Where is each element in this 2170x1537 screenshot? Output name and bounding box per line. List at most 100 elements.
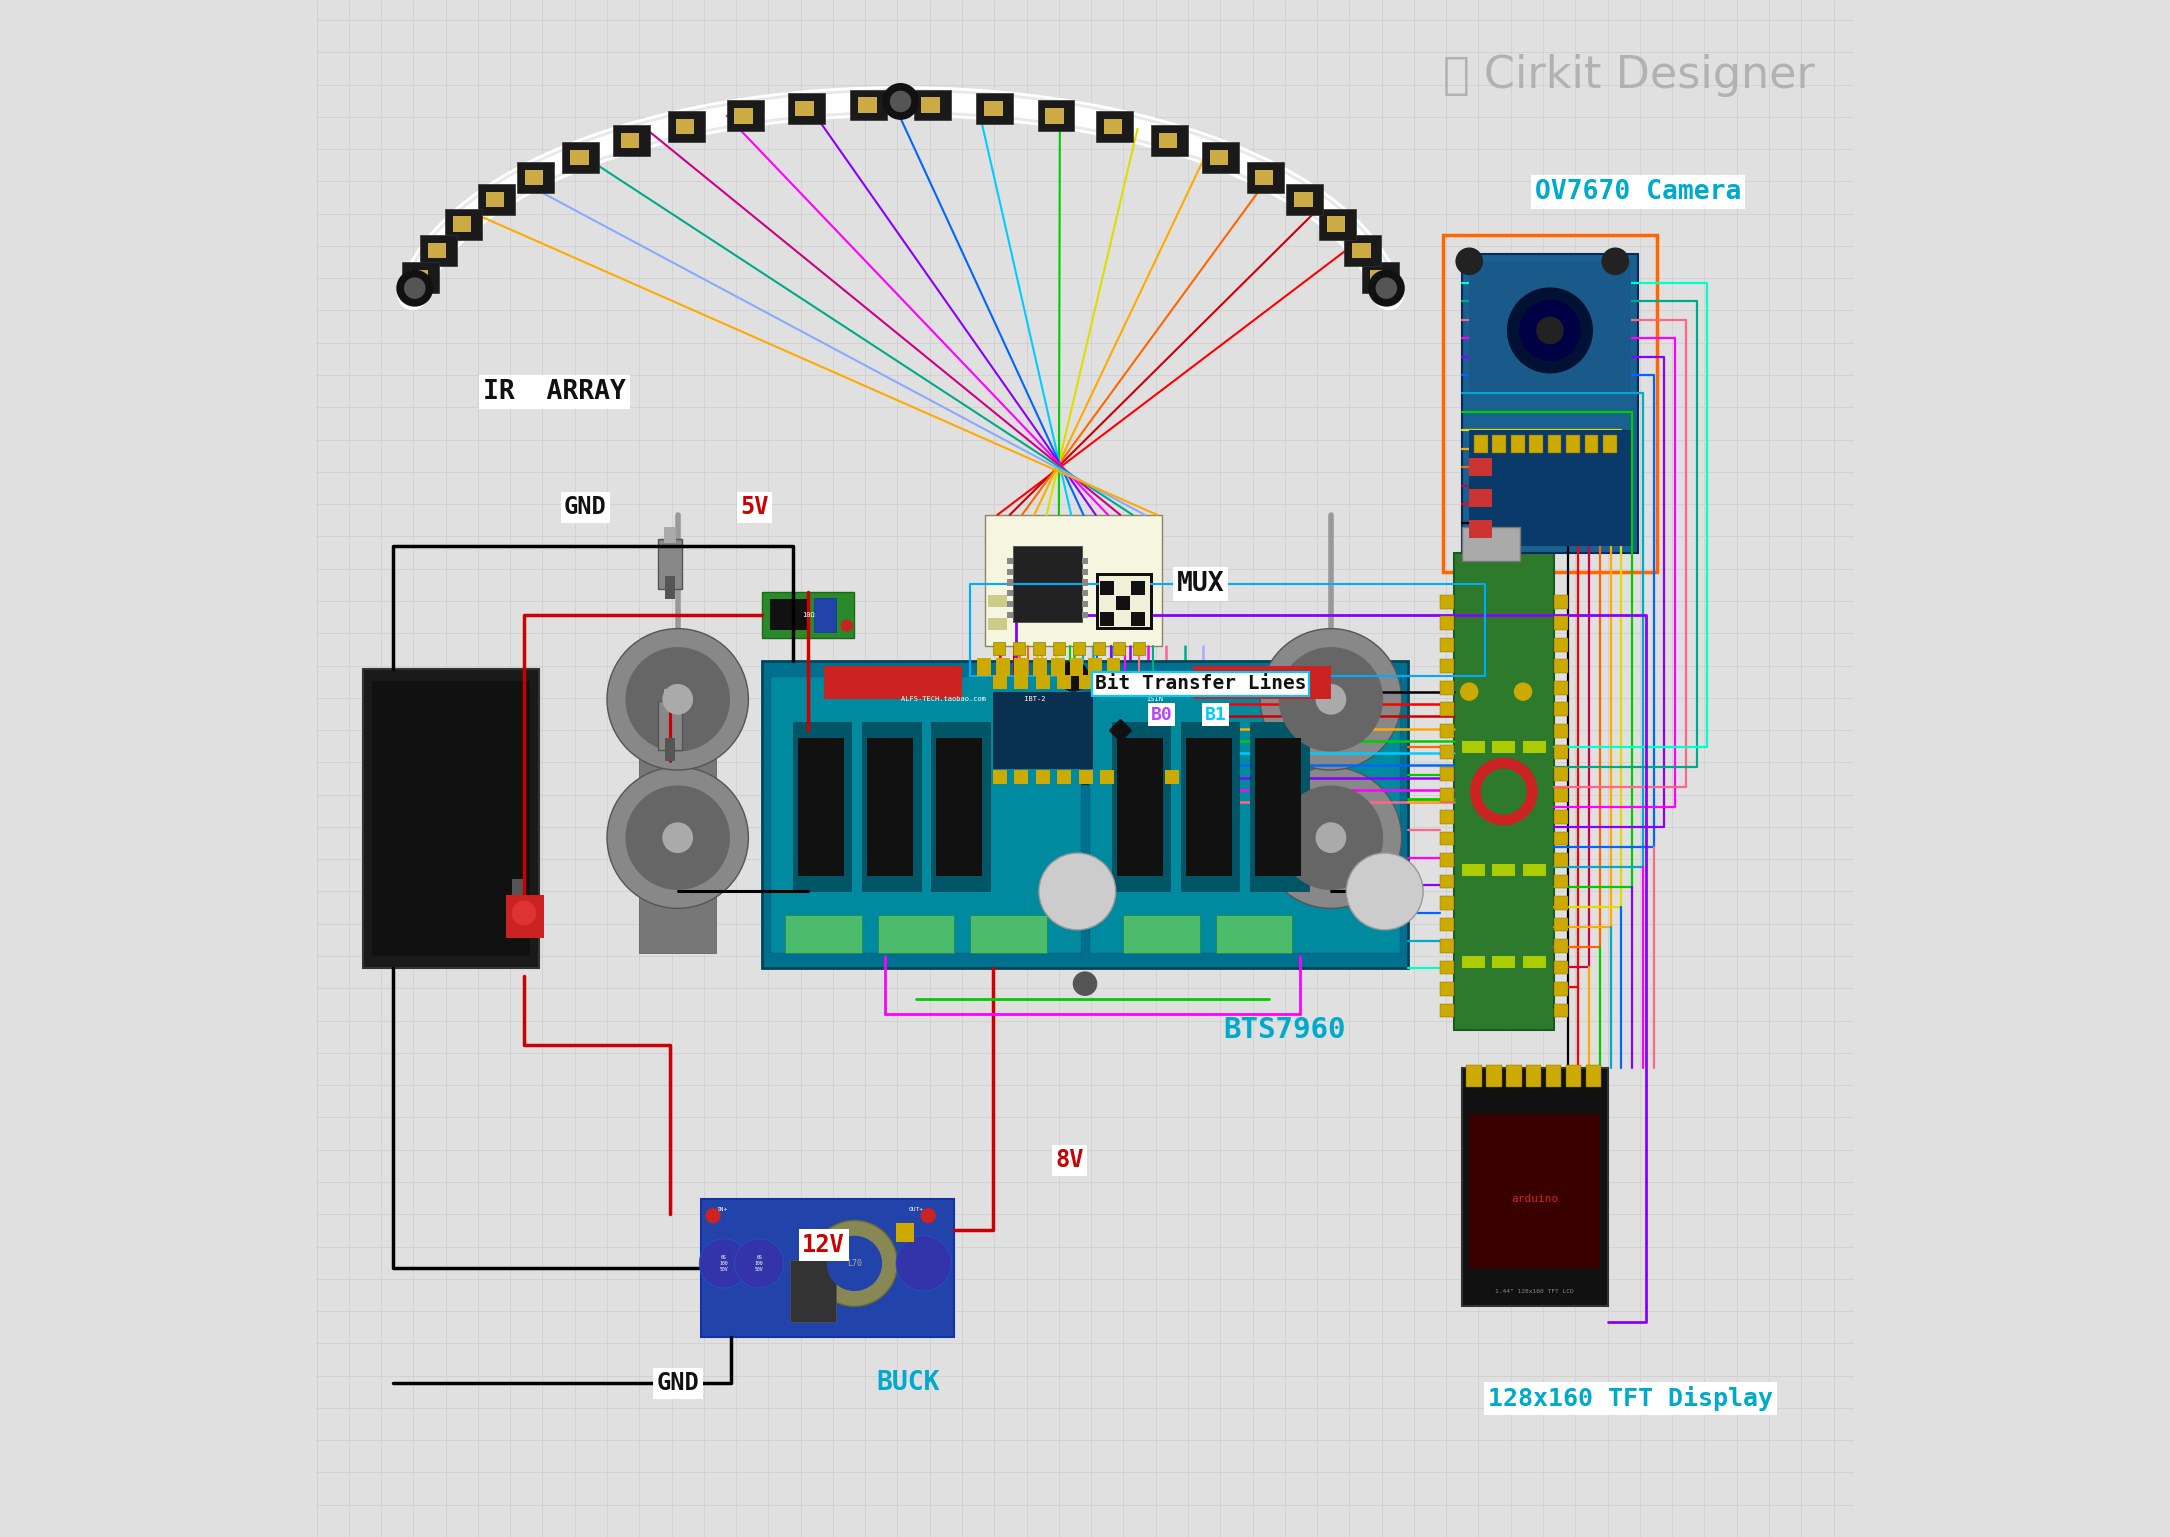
Bar bbox=[896, 1223, 914, 1242]
Bar bbox=[1007, 558, 1013, 564]
Bar bbox=[762, 661, 1408, 968]
Bar bbox=[666, 576, 675, 599]
Bar bbox=[1547, 435, 1562, 453]
Bar bbox=[1013, 675, 1029, 689]
Bar bbox=[664, 689, 677, 704]
Bar bbox=[445, 209, 482, 240]
Bar bbox=[1035, 770, 1050, 784]
Bar bbox=[1554, 1004, 1567, 1017]
Bar bbox=[1209, 151, 1228, 166]
Bar bbox=[658, 539, 681, 589]
Circle shape bbox=[883, 83, 920, 120]
Circle shape bbox=[1536, 317, 1565, 344]
Bar bbox=[1441, 745, 1454, 759]
Bar bbox=[770, 599, 809, 630]
Bar bbox=[1165, 675, 1178, 689]
Bar bbox=[1441, 702, 1454, 716]
Bar bbox=[1035, 675, 1050, 689]
Bar bbox=[922, 97, 940, 112]
Bar bbox=[1554, 810, 1567, 824]
Bar bbox=[1510, 435, 1526, 453]
Bar bbox=[1013, 642, 1024, 655]
Bar bbox=[371, 681, 529, 956]
Circle shape bbox=[1601, 247, 1630, 275]
Bar bbox=[1202, 143, 1239, 174]
Bar bbox=[1441, 681, 1454, 695]
Bar bbox=[666, 738, 675, 761]
Text: L70: L70 bbox=[846, 1259, 861, 1268]
Bar bbox=[1554, 918, 1567, 931]
Text: GND: GND bbox=[655, 1371, 699, 1396]
Bar bbox=[1087, 658, 1102, 676]
Circle shape bbox=[512, 901, 536, 925]
Bar bbox=[1057, 770, 1072, 784]
Bar bbox=[1111, 722, 1170, 891]
Bar bbox=[799, 738, 844, 876]
Bar bbox=[1352, 243, 1371, 258]
Bar bbox=[1215, 915, 1293, 953]
Bar bbox=[1083, 579, 1087, 586]
Bar bbox=[1586, 1065, 1601, 1087]
Bar bbox=[1033, 642, 1046, 655]
Bar bbox=[668, 111, 705, 141]
Bar bbox=[1554, 745, 1567, 759]
Bar bbox=[1033, 658, 1046, 676]
Bar bbox=[866, 738, 914, 876]
Bar bbox=[1567, 1065, 1582, 1087]
Bar bbox=[1107, 658, 1120, 676]
Circle shape bbox=[397, 269, 434, 306]
Bar bbox=[1604, 435, 1617, 453]
Bar bbox=[994, 675, 1007, 689]
Circle shape bbox=[608, 767, 749, 908]
Bar bbox=[1584, 435, 1599, 453]
Bar bbox=[1013, 658, 1029, 676]
Bar bbox=[770, 676, 1081, 953]
Text: ALFS-TECH.taobao.com         IBT-2: ALFS-TECH.taobao.com IBT-2 bbox=[901, 696, 1046, 702]
Bar bbox=[935, 738, 983, 876]
Bar bbox=[1473, 435, 1489, 453]
Bar bbox=[1523, 864, 1545, 876]
Bar bbox=[1105, 118, 1122, 134]
Bar bbox=[861, 722, 920, 891]
Bar bbox=[792, 722, 851, 891]
Text: 128x160 TFT Display: 128x160 TFT Display bbox=[1489, 1386, 1773, 1411]
Bar bbox=[1007, 579, 1013, 586]
Bar bbox=[1441, 810, 1454, 824]
Bar bbox=[1007, 569, 1013, 575]
Circle shape bbox=[736, 1239, 783, 1288]
Bar bbox=[1554, 853, 1567, 867]
Bar bbox=[1083, 569, 1087, 575]
Bar bbox=[640, 891, 716, 953]
Bar bbox=[931, 722, 990, 891]
Bar bbox=[1319, 209, 1356, 240]
Circle shape bbox=[404, 277, 425, 298]
Bar bbox=[1098, 576, 1150, 627]
Circle shape bbox=[1376, 277, 1397, 298]
Bar bbox=[1326, 217, 1345, 232]
Bar bbox=[1554, 659, 1567, 673]
Bar bbox=[1072, 642, 1085, 655]
Text: OUT+: OUT+ bbox=[909, 1207, 922, 1211]
Bar bbox=[1554, 767, 1567, 781]
Bar bbox=[1096, 111, 1133, 141]
Bar bbox=[1083, 612, 1087, 618]
Bar bbox=[1046, 108, 1063, 123]
Bar bbox=[1493, 435, 1506, 453]
Bar bbox=[788, 94, 825, 124]
Circle shape bbox=[1072, 971, 1098, 996]
Circle shape bbox=[812, 1220, 898, 1306]
Bar bbox=[1463, 864, 1484, 876]
Bar bbox=[1369, 271, 1389, 286]
Circle shape bbox=[662, 822, 692, 853]
Text: 6S
100
50V: 6S 100 50V bbox=[720, 1256, 729, 1271]
Text: 8V: 8V bbox=[1055, 1148, 1083, 1173]
Text: IR  ARRAY: IR ARRAY bbox=[484, 380, 627, 404]
Bar bbox=[1131, 581, 1146, 595]
Circle shape bbox=[1315, 822, 1345, 853]
Bar bbox=[1094, 642, 1105, 655]
Bar bbox=[1185, 738, 1233, 876]
Bar bbox=[1463, 956, 1484, 968]
Text: MUX: MUX bbox=[1176, 572, 1224, 596]
Bar bbox=[525, 169, 542, 184]
Bar bbox=[1441, 659, 1454, 673]
